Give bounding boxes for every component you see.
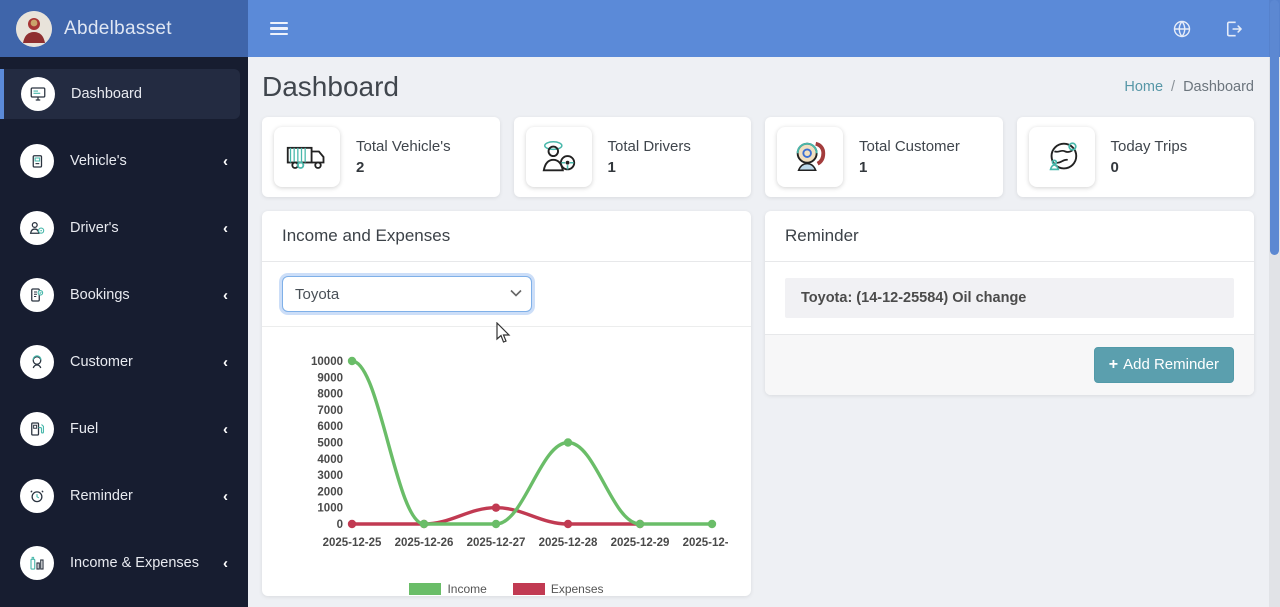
svg-text:2025-12-28: 2025-12-28 (539, 537, 598, 549)
sidebar-item-label: Fuel (70, 421, 99, 437)
breadcrumb: Home / Dashboard (1124, 79, 1254, 95)
stat-card-total-drivers: Total Drivers 1 (513, 117, 751, 197)
svg-text:2025-12-29: 2025-12-29 (611, 537, 670, 549)
scrollbar-track[interactable] (1269, 0, 1280, 607)
brand-name: Abdelbasset (64, 17, 172, 39)
stat-label: Total Drivers (607, 138, 691, 155)
svg-text:2025-12-25: 2025-12-25 (323, 537, 382, 549)
sidebar-item-label: Bookings (70, 287, 130, 303)
chevron-left-icon: ‹ (223, 420, 228, 438)
stat-value: 1 (607, 159, 616, 176)
breadcrumb-home-link[interactable]: Home (1124, 79, 1164, 95)
sidebar-item-drivers[interactable]: Driver's ‹ (0, 203, 248, 253)
reminder-list-item: Toyota: (14-12-25584) Oil change (785, 278, 1234, 318)
customer-headset-icon (777, 127, 843, 187)
breadcrumb-current: Dashboard (1183, 79, 1254, 95)
stat-label: Total Vehicle's (356, 138, 451, 155)
sidebar-item-label: Driver's (70, 220, 119, 236)
stat-label: Total Customer (859, 138, 960, 155)
sidebar-item-label: Customer (70, 354, 133, 370)
chevron-left-icon: ‹ (223, 353, 228, 371)
chevron-left-icon: ‹ (223, 487, 228, 505)
driver-icon (20, 211, 54, 245)
add-reminder-button[interactable]: + Add Reminder (1093, 347, 1234, 383)
chevron-left-icon: ‹ (223, 219, 228, 237)
stat-value: 2 (356, 159, 365, 176)
chart-legend: Income Expenses (278, 582, 735, 596)
stat-value: 1 (859, 159, 868, 176)
reminder-panel: Reminder Toyota: (14-12-25584) Oil chang… (765, 211, 1254, 395)
sidebar-item-customer[interactable]: Customer ‹ (0, 337, 248, 387)
sidebar-item-label: Dashboard (71, 86, 142, 102)
sidebar: Abdelbasset Dashboard Vehicle's ‹ Driver… (0, 0, 248, 607)
income-expenses-chart: 0 1000 2000 3000 4000 5000 6000 7000 8000 9000 100… (262, 327, 751, 596)
svg-text:2025-12-30: 2025-12-30 (683, 537, 728, 549)
fuel-icon (20, 412, 54, 446)
chevron-left-icon: ‹ (223, 554, 228, 572)
sidebar-item-label: Income & Expenses (70, 555, 199, 571)
breadcrumb-separator: / (1171, 79, 1176, 95)
stat-card-total-vehicles: Total Vehicle's 2 (262, 117, 500, 197)
hamburger-icon[interactable] (270, 21, 288, 36)
svg-text:2025-12-26: 2025-12-26 (395, 537, 454, 549)
svg-text:7000: 7000 (317, 405, 343, 417)
stat-value: 0 (1110, 159, 1119, 176)
page-title: Dashboard (262, 71, 399, 102)
sidebar-item-vehicles[interactable]: Vehicle's ‹ (0, 136, 248, 186)
svg-text:3000: 3000 (317, 470, 343, 482)
svg-text:2000: 2000 (317, 486, 343, 498)
chevron-left-icon: ‹ (223, 286, 228, 304)
stat-card-total-customer: Total Customer 1 (765, 117, 1003, 197)
trips-globe-icon (1028, 127, 1095, 187)
sidebar-menu: Dashboard Vehicle's ‹ Driver's ‹ Booking… (0, 57, 248, 607)
logout-icon[interactable] (1224, 19, 1244, 39)
sidebar-item-label: Vehicle's (70, 153, 127, 169)
sidebar-item-fuel[interactable]: Fuel ‹ (0, 404, 248, 454)
svg-text:6000: 6000 (317, 421, 343, 433)
vehicle-icon (20, 144, 54, 178)
globe-icon[interactable] (1172, 19, 1192, 39)
legend-item[interactable]: Income (409, 582, 487, 596)
chevron-left-icon: ‹ (223, 152, 228, 170)
truck-icon (274, 127, 340, 187)
sidebar-item-dashboard[interactable]: Dashboard (0, 69, 240, 119)
topbar (248, 0, 1280, 57)
dashboard-icon (21, 77, 55, 111)
income-expenses-icon (20, 546, 54, 580)
reminder-title: Reminder (765, 211, 1254, 262)
customer-icon (20, 345, 54, 379)
vehicle-select[interactable]: Toyota (282, 276, 532, 312)
bookings-icon (20, 278, 54, 312)
main-content: Dashboard Home / Dashboard Total Vehicle… (248, 0, 1280, 607)
sidebar-item-income-expenses[interactable]: Income & Expenses ‹ (0, 538, 248, 588)
reminder-icon (20, 479, 54, 513)
sidebar-item-bookings[interactable]: Bookings ‹ (0, 270, 248, 320)
brand[interactable]: Abdelbasset (0, 0, 248, 57)
income-expenses-title: Income and Expenses (262, 211, 751, 262)
plus-icon: + (1108, 356, 1119, 373)
stat-cards: Total Vehicle's 2 Total Drivers 1 Total … (262, 117, 1254, 197)
stat-label: Today Trips (1110, 138, 1188, 155)
svg-text:9000: 9000 (317, 372, 343, 384)
sidebar-item-reminder[interactable]: Reminder ‹ (0, 471, 248, 521)
svg-text:1000: 1000 (317, 503, 343, 515)
scrollbar-thumb[interactable] (1270, 0, 1279, 255)
svg-text:0: 0 (337, 519, 343, 531)
svg-text:8000: 8000 (317, 389, 343, 401)
legend-item[interactable]: Expenses (512, 582, 604, 596)
brand-avatar-icon (16, 10, 52, 47)
svg-text:5000: 5000 (317, 438, 343, 450)
svg-text:2025-12-27: 2025-12-27 (467, 537, 526, 549)
svg-text:10000: 10000 (311, 356, 343, 368)
stat-card-today-trips: Today Trips 0 (1016, 117, 1254, 197)
sidebar-item-label: Reminder (70, 488, 133, 504)
income-expenses-panel: Income and Expenses Toyota 0 1000 2000 3000… (262, 211, 751, 596)
driver-wheel-icon (525, 127, 592, 187)
svg-text:4000: 4000 (317, 454, 343, 466)
